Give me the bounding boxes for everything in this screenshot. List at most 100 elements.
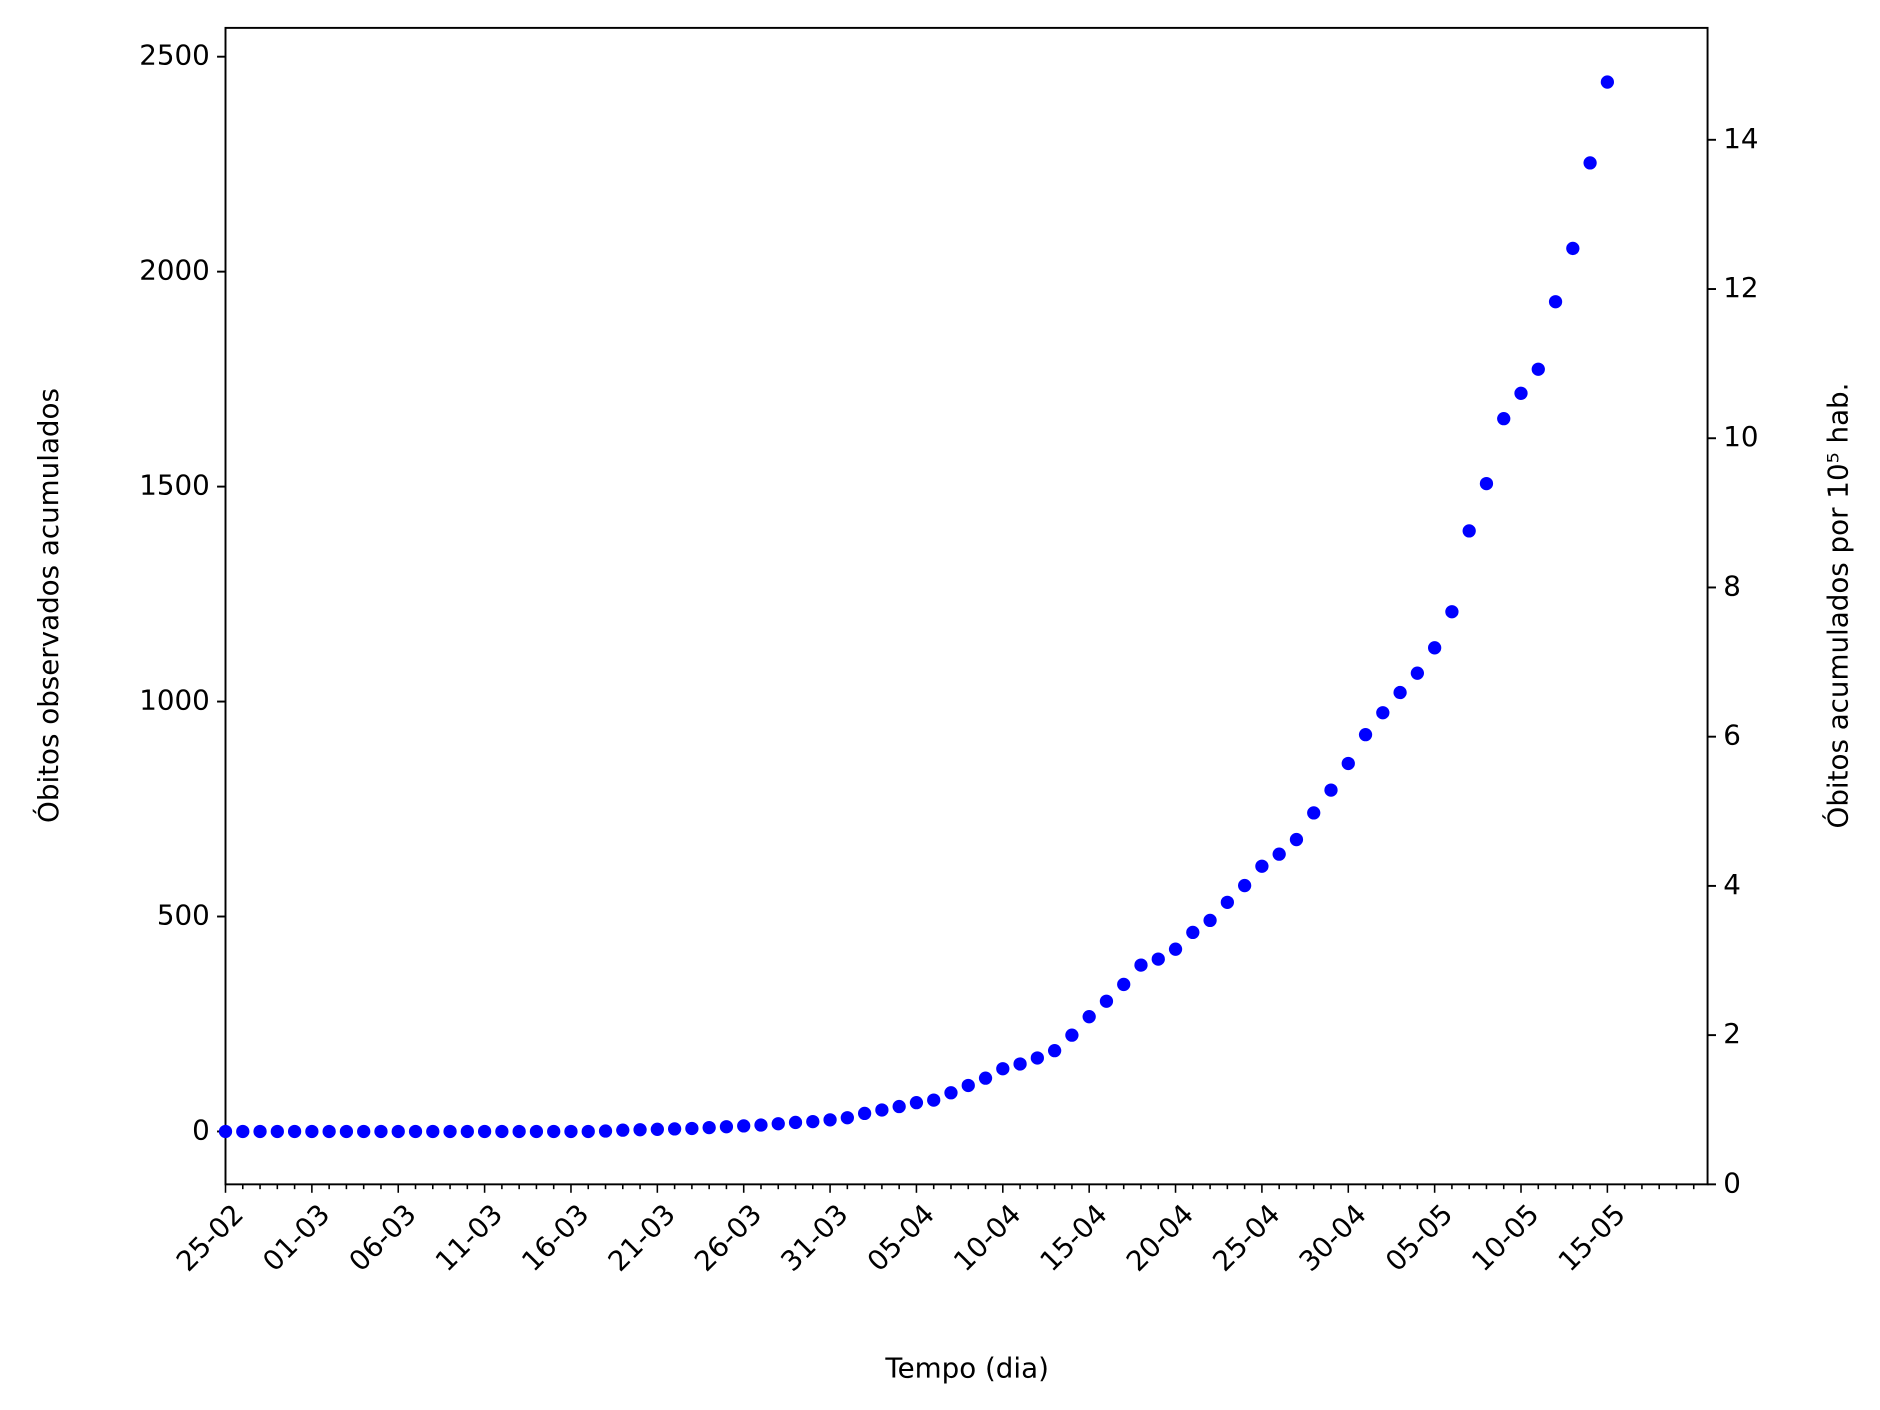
data-point: [1583, 156, 1597, 170]
data-point: [218, 1124, 233, 1139]
data-point: [978, 1071, 993, 1085]
x-tick-label: 30-04: [1292, 1198, 1372, 1278]
y2-tick-label: 4: [1723, 868, 1741, 901]
data-point: [357, 1124, 371, 1139]
y2-tick-label: 12: [1723, 271, 1758, 304]
data-point: [1531, 362, 1545, 376]
data-point: [322, 1124, 336, 1139]
data-point: [270, 1124, 284, 1139]
data-point: [1341, 756, 1355, 771]
data-point: [650, 1122, 664, 1136]
data-point: [426, 1124, 440, 1139]
data-point: [892, 1099, 906, 1114]
x-tick-label: 20-04: [1120, 1198, 1200, 1278]
y-tick-label: 2000: [139, 254, 210, 287]
data-point: [564, 1124, 578, 1139]
data-point: [667, 1122, 682, 1136]
y2-tick-label: 8: [1723, 569, 1741, 602]
y-tick-label: 0: [192, 1113, 210, 1146]
data-point: [1462, 524, 1476, 538]
plot-frame: [224, 26, 1709, 1186]
data-point: [477, 1124, 492, 1139]
data-point: [1289, 832, 1304, 847]
data-point: [1410, 666, 1424, 680]
x-tick-label: 26-03: [688, 1198, 768, 1278]
data-point: [1479, 476, 1494, 491]
data-point: [1255, 859, 1269, 873]
data-point: [1168, 942, 1183, 956]
data-point: [1082, 1010, 1096, 1024]
y2-tick-label: 10: [1723, 420, 1758, 453]
data-point: [1445, 605, 1459, 619]
data-point: [927, 1093, 941, 1107]
data-point: [1047, 1044, 1062, 1058]
data-point: [1393, 685, 1407, 700]
data-point: [806, 1114, 820, 1129]
x-tick-label: 10-04: [947, 1198, 1027, 1278]
y-tick-label: 1500: [139, 469, 210, 502]
data-point: [305, 1124, 319, 1139]
x-axis-label: Tempo (dia): [884, 1351, 1049, 1384]
data-point: [1272, 847, 1286, 861]
data-point: [1548, 295, 1563, 309]
x-tick-label: 05-05: [1379, 1198, 1459, 1278]
x-tick-label: 25-04: [1206, 1198, 1286, 1278]
data-point: [1186, 925, 1200, 940]
data-point: [1566, 241, 1580, 256]
data-point: [391, 1124, 405, 1139]
data-point: [529, 1124, 544, 1139]
data-point: [443, 1124, 457, 1139]
data-point: [961, 1078, 975, 1093]
data-point: [788, 1115, 803, 1130]
data-point: [598, 1124, 613, 1138]
x-tick-label: 25-02: [170, 1198, 250, 1278]
data-point: [719, 1120, 734, 1134]
data-point: [754, 1118, 768, 1132]
data-point: [1099, 994, 1114, 1008]
x-tick-label: 05-04: [861, 1198, 941, 1278]
y2-axis-label: Óbitos acumulados por 10⁵ hab.: [1820, 383, 1854, 829]
y2-tick-label: 0: [1723, 1166, 1741, 1199]
data-point: [1030, 1051, 1044, 1065]
data-point: [1324, 783, 1338, 797]
data-point: [1220, 895, 1234, 909]
data-point: [1237, 878, 1252, 893]
data-point: [1358, 728, 1373, 742]
data-point: [287, 1124, 302, 1139]
x-tick-label: 11-03: [429, 1198, 509, 1278]
y2-tick-label: 6: [1723, 719, 1741, 752]
data-point: [1307, 806, 1321, 820]
data-point: [581, 1124, 595, 1139]
x-tick-label: 15-04: [1033, 1198, 1113, 1278]
data-point: [737, 1119, 751, 1133]
data-point: [771, 1117, 785, 1131]
data-point: [944, 1086, 958, 1100]
x-tick-label: 06-03: [342, 1198, 422, 1278]
x-tick-label: 31-03: [774, 1198, 854, 1278]
data-point: [1497, 412, 1511, 426]
data-point: [857, 1106, 872, 1121]
data-point: [616, 1123, 630, 1137]
y-tick-label: 500: [157, 899, 210, 932]
data-point: [1134, 958, 1148, 972]
data-point: [374, 1124, 388, 1139]
data-point: [495, 1124, 509, 1139]
y-tick-label: 2500: [139, 39, 210, 72]
data-point: [823, 1113, 837, 1127]
data-point: [996, 1062, 1010, 1076]
data-point: [875, 1103, 889, 1117]
data-point: [1151, 952, 1165, 966]
data-point: [909, 1096, 924, 1110]
data-point: [1065, 1028, 1079, 1042]
data-point: [339, 1124, 354, 1139]
data-point: [1013, 1057, 1027, 1071]
y2-tick-label: 2: [1723, 1017, 1741, 1050]
data-point: [1600, 75, 1615, 89]
data-point: [685, 1121, 699, 1136]
data-point: [1376, 706, 1390, 720]
x-tick-label: 10-05: [1465, 1198, 1545, 1278]
x-tick-label: 16-03: [515, 1198, 595, 1278]
y2-tick-label: 14: [1723, 122, 1758, 155]
